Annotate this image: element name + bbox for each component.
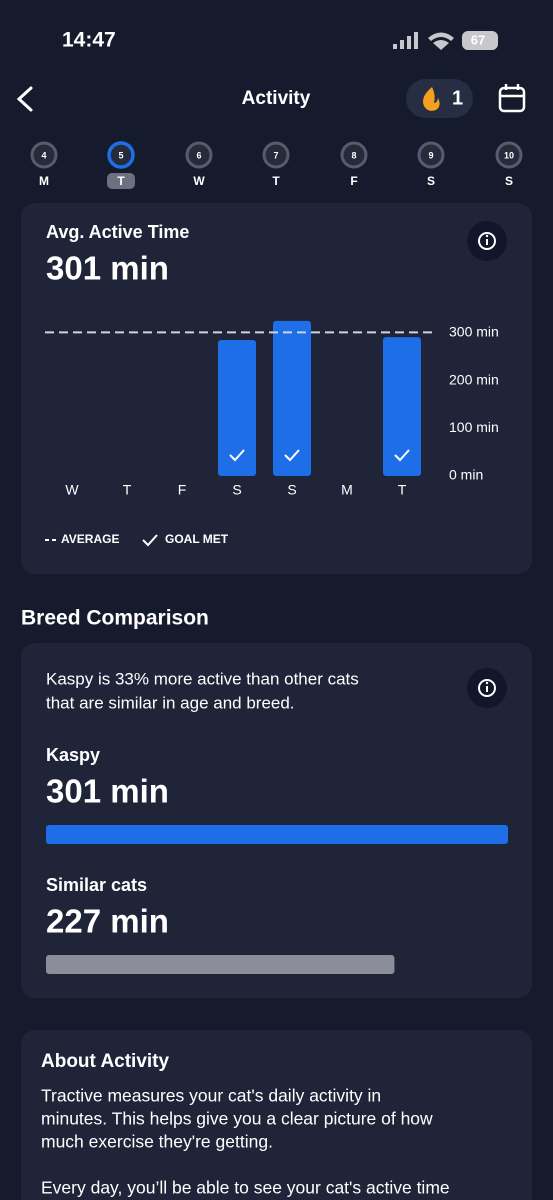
streak-count: 1	[452, 87, 463, 109]
x-tick-label: S	[287, 482, 296, 498]
goal-check	[284, 449, 300, 462]
card-title: Avg. Active Time	[46, 222, 189, 242]
bar	[273, 320, 311, 476]
day-letter: T	[117, 174, 125, 188]
about-text: Tractive measures your cat's daily activ…	[41, 1086, 381, 1106]
legend-average: AVERAGE	[61, 532, 119, 546]
status-time: 14:47	[62, 29, 116, 52]
about-text: minutes. This helps give you a clear pic…	[41, 1109, 433, 1129]
breed-description: that are similar in age and breed.	[46, 693, 295, 712]
day-circle[interactable]	[30, 141, 58, 169]
breed-label: Kaspy	[46, 745, 100, 765]
avg-value: 301 min	[46, 250, 169, 287]
day-circle[interactable]	[185, 141, 213, 169]
day-circle[interactable]	[262, 141, 290, 169]
day-letter: F	[350, 174, 357, 188]
day-letter: T	[272, 174, 280, 188]
back-button[interactable]	[16, 86, 33, 112]
y-tick-label: 300 min	[449, 324, 499, 340]
day-number: 10	[504, 150, 514, 160]
day-highlight	[107, 173, 135, 189]
breed-bar	[46, 955, 395, 974]
breed-value: 227 min	[46, 903, 169, 940]
day-circle[interactable]	[495, 141, 523, 169]
day-letter: S	[505, 174, 513, 188]
breed-description: Kaspy is 33% more active than other cats	[46, 669, 359, 688]
section-title: Breed Comparison	[21, 607, 209, 630]
y-tick-label: 200 min	[449, 371, 499, 387]
calendar-button[interactable]	[498, 84, 526, 113]
streak-pill[interactable]	[406, 79, 473, 118]
info-button[interactable]	[467, 668, 507, 708]
legend-goal: GOAL MET	[165, 532, 229, 546]
about-title: About Activity	[41, 1051, 170, 1072]
about-card	[21, 1030, 532, 1200]
day-number: 5	[118, 150, 123, 160]
day-number: 9	[428, 150, 433, 160]
day-number: 8	[351, 150, 356, 160]
bar	[383, 337, 421, 476]
day-letter: W	[193, 174, 205, 188]
day-circle[interactable]	[417, 141, 445, 169]
status-icons	[393, 31, 498, 50]
day-letter: S	[427, 174, 435, 188]
y-tick-label: 0 min	[449, 467, 483, 483]
breed-card	[21, 643, 532, 998]
x-tick-label: F	[178, 482, 187, 498]
legend-goal-icon	[142, 534, 158, 547]
breed-value: 301 min	[46, 773, 169, 810]
breed-label: Similar cats	[46, 875, 147, 895]
x-tick-label: M	[341, 482, 353, 498]
day-circle[interactable]	[107, 141, 135, 169]
day-number: 6	[196, 150, 201, 160]
breed-bar	[46, 825, 508, 844]
goal-check	[229, 449, 245, 462]
x-tick-label: S	[232, 482, 241, 498]
x-tick-label: T	[398, 482, 407, 498]
info-button[interactable]	[467, 221, 507, 261]
y-tick-label: 100 min	[449, 419, 499, 435]
battery: 67	[471, 32, 485, 47]
day-number: 4	[41, 150, 46, 160]
about-text: much exercise they're getting.	[41, 1132, 273, 1152]
flame-icon	[423, 87, 440, 111]
x-tick-label: W	[65, 482, 79, 498]
about-text: Every day, you’ll be able to see your ca…	[41, 1178, 450, 1198]
bar	[218, 340, 256, 476]
goal-check	[394, 449, 410, 462]
day-circle[interactable]	[340, 141, 368, 169]
x-tick-label: T	[123, 482, 132, 498]
day-letter: M	[39, 174, 49, 188]
page-title: Activity	[242, 88, 311, 109]
day-number: 7	[273, 150, 278, 160]
